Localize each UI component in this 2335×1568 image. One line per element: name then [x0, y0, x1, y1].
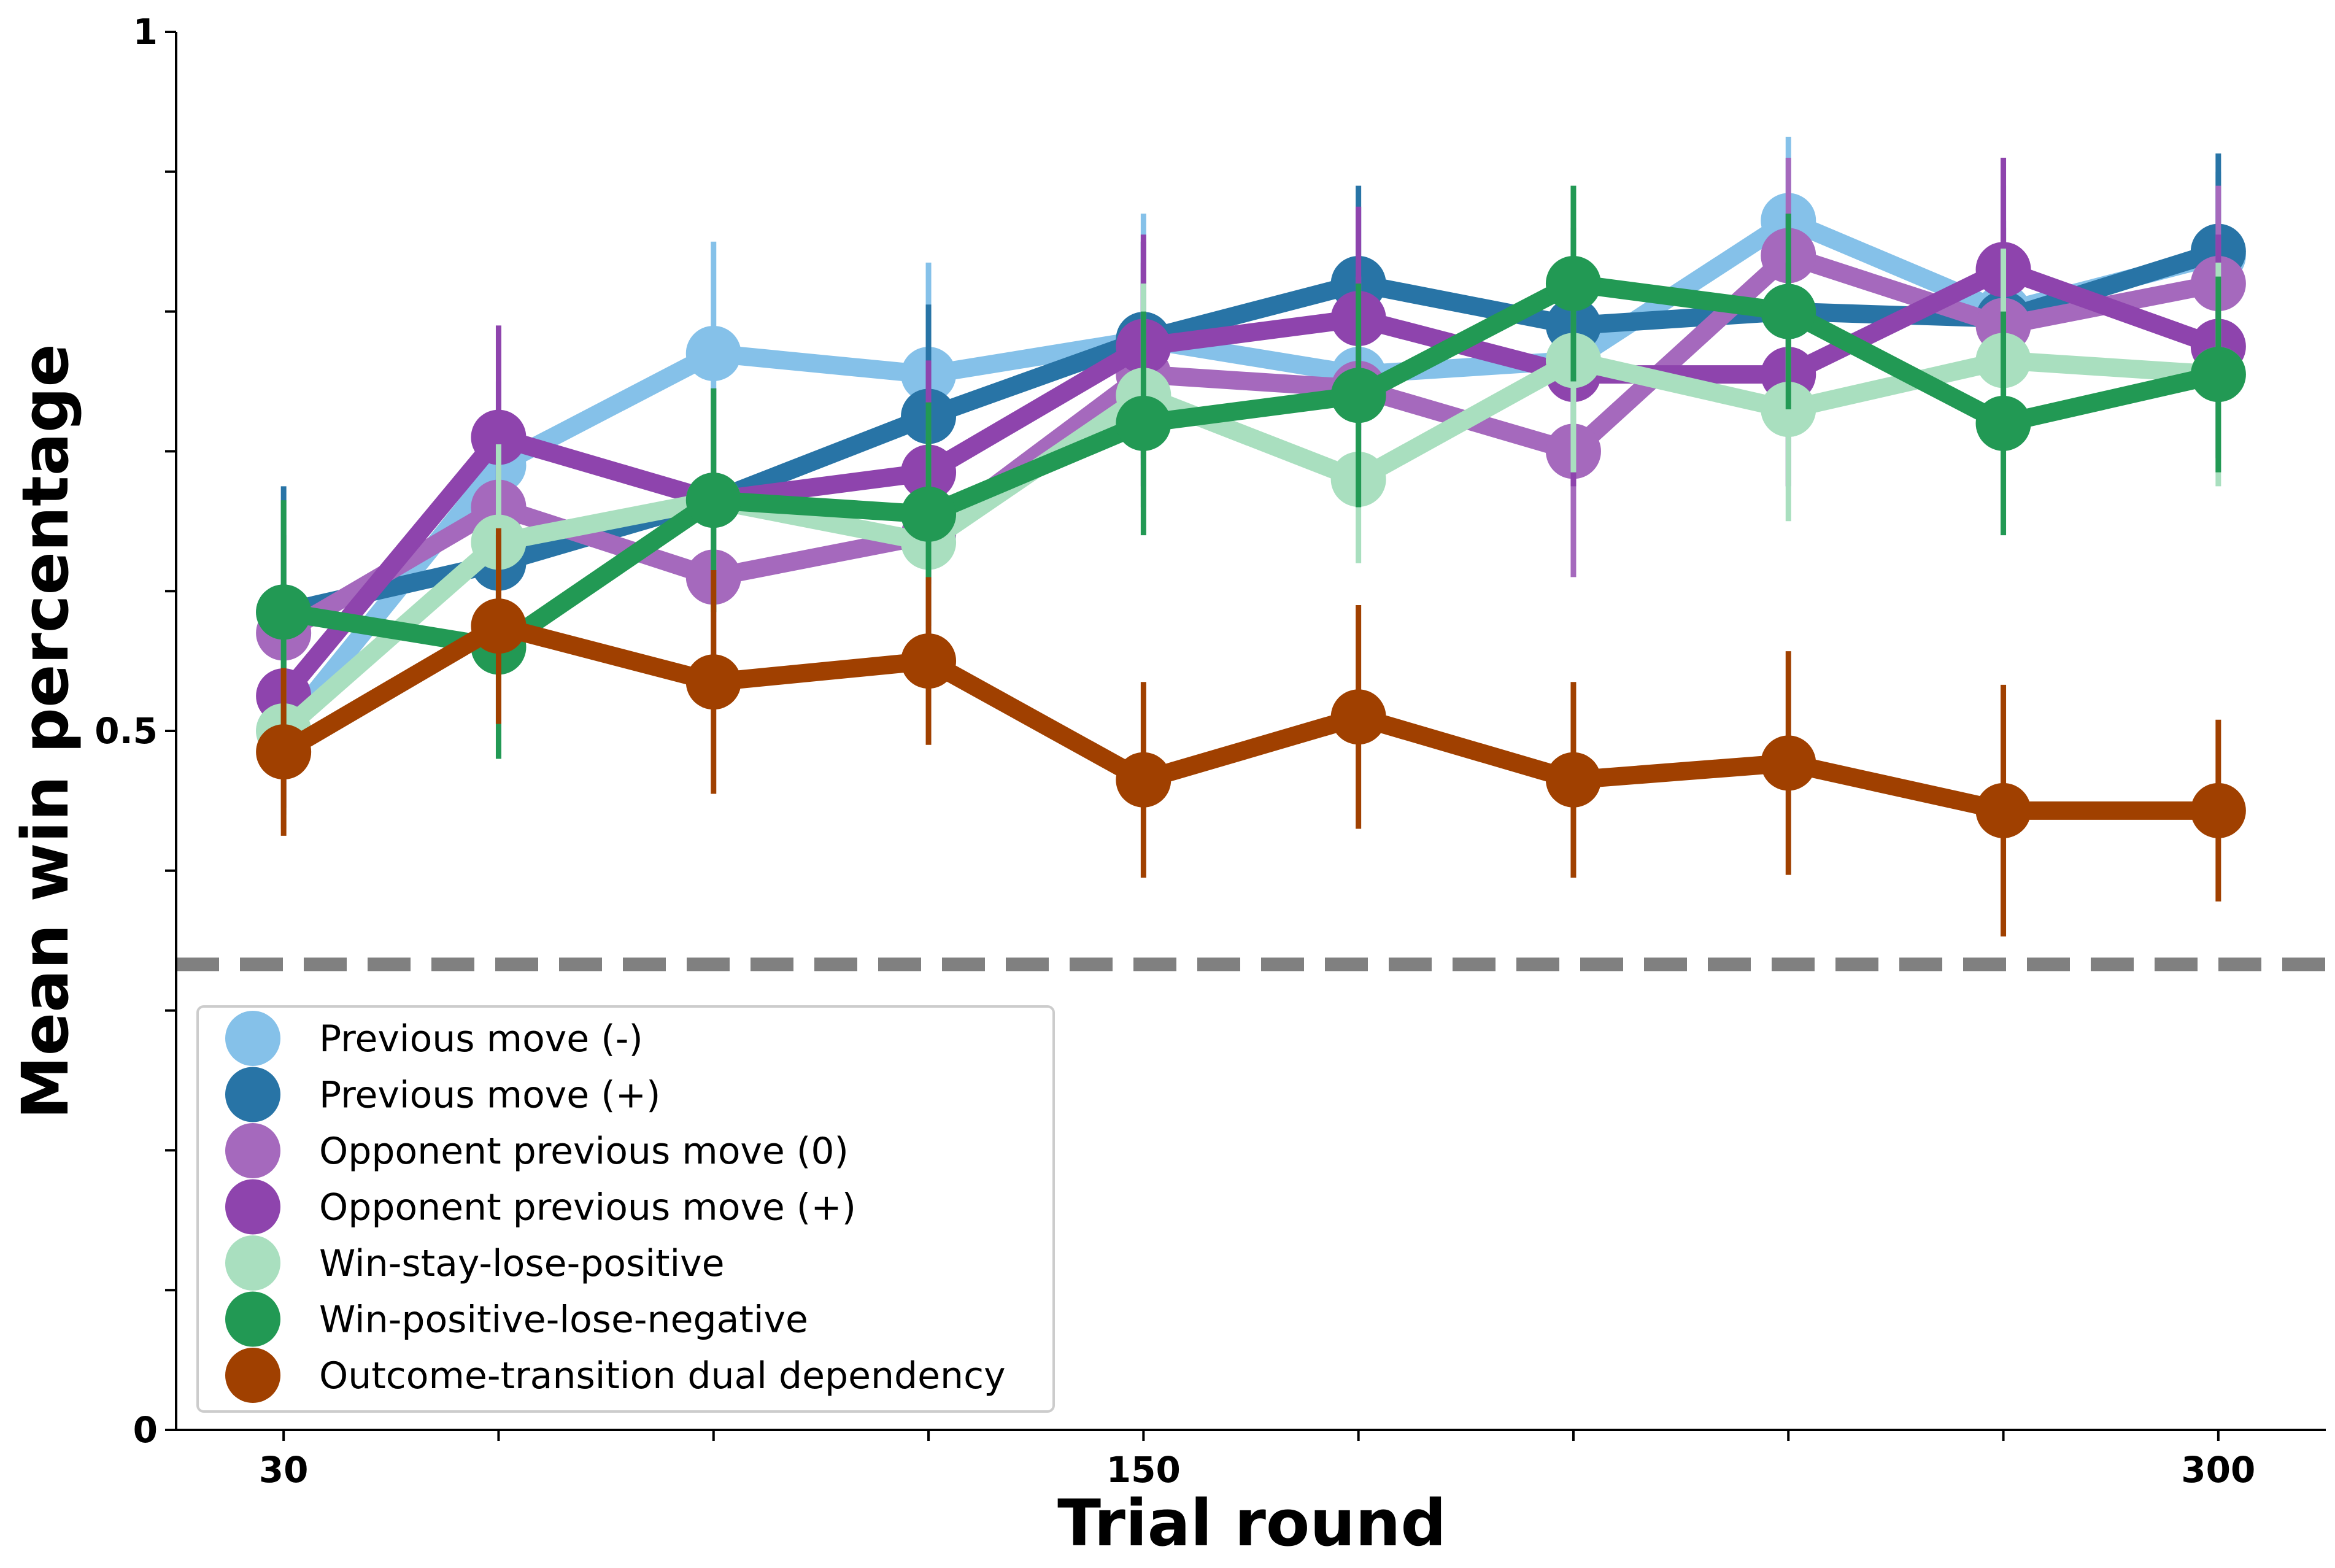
data-point: [1330, 368, 1386, 423]
x-tick-label: 150: [1106, 1449, 1181, 1491]
legend-item: Outcome-transition dual dependency: [225, 1348, 1006, 1403]
x-tick-label: 300: [2181, 1449, 2255, 1491]
legend-label: Previous move (-): [319, 1018, 643, 1060]
data-point: [901, 633, 957, 689]
series-layer: [256, 136, 2246, 937]
y-tick-label: 0.5: [95, 710, 158, 752]
data-point: [685, 654, 741, 710]
legend-marker: [225, 1067, 280, 1122]
data-point: [1116, 752, 1171, 808]
y-axis-title: Mean win percentage: [8, 344, 83, 1119]
legend-item: Opponent previous move (+): [225, 1179, 856, 1235]
data-point: [256, 584, 312, 640]
legend-marker: [225, 1291, 280, 1347]
series-line: [274, 351, 2228, 740]
legend-label: Win-stay-lose-positive: [319, 1242, 725, 1285]
data-point: [1975, 395, 2031, 451]
data-point: [1761, 284, 1816, 339]
series-1: [256, 136, 2246, 815]
legend-marker: [225, 1011, 280, 1066]
legend: Previous move (-) Previous move (+) Oppone…: [196, 1005, 1055, 1413]
data-point: [1545, 752, 1601, 808]
series-line: [274, 211, 2228, 740]
data-point: [901, 486, 957, 542]
series-7: [256, 528, 2246, 937]
data-point: [2190, 782, 2246, 838]
series-6: [256, 185, 2246, 759]
legend-item: Win-positive-lose-negative: [225, 1291, 808, 1347]
x-axis-title: Trial round: [1057, 1486, 1446, 1561]
data-point: [1330, 689, 1386, 745]
series-4: [256, 158, 2246, 808]
legend-item: Previous move (+): [225, 1067, 660, 1122]
legend-marker: [225, 1179, 280, 1235]
data-point: [2190, 347, 2246, 403]
legend-label: Opponent previous move (+): [319, 1186, 856, 1229]
data-point: [256, 724, 312, 780]
y-tick-label: 1: [133, 11, 158, 53]
legend-item: Win-stay-lose-positive: [225, 1235, 725, 1291]
ticks-layer: 30 150 300 0 0.5 1: [95, 11, 2255, 1491]
series-line: [274, 246, 2228, 643]
data-point: [471, 409, 527, 465]
legend-label: Win-positive-lose-negative: [319, 1299, 808, 1342]
data-point: [471, 598, 527, 654]
legend-marker: [225, 1235, 280, 1291]
data-point: [1761, 735, 1816, 791]
legend-item: Opponent previous move (0): [225, 1123, 849, 1178]
legend-label: Opponent previous move (0): [319, 1130, 849, 1173]
legend-label: Previous move (+): [319, 1074, 660, 1117]
legend-marker: [225, 1123, 280, 1178]
data-point: [1975, 782, 2031, 838]
data-point: [1116, 395, 1171, 451]
legend-marker: [225, 1348, 280, 1403]
series-line: [274, 260, 2228, 706]
legend-frame: [196, 1005, 1055, 1413]
legend-label: Outcome-transition dual dependency: [319, 1354, 1006, 1397]
series-line: [274, 274, 2228, 657]
y-tick-label: 0: [133, 1409, 158, 1451]
data-point: [685, 473, 741, 528]
legend-item: Previous move (-): [225, 1011, 643, 1066]
series-line: [274, 617, 2228, 820]
data-point: [685, 325, 741, 381]
data-point: [1545, 256, 1601, 312]
x-tick-label: 30: [259, 1449, 309, 1491]
